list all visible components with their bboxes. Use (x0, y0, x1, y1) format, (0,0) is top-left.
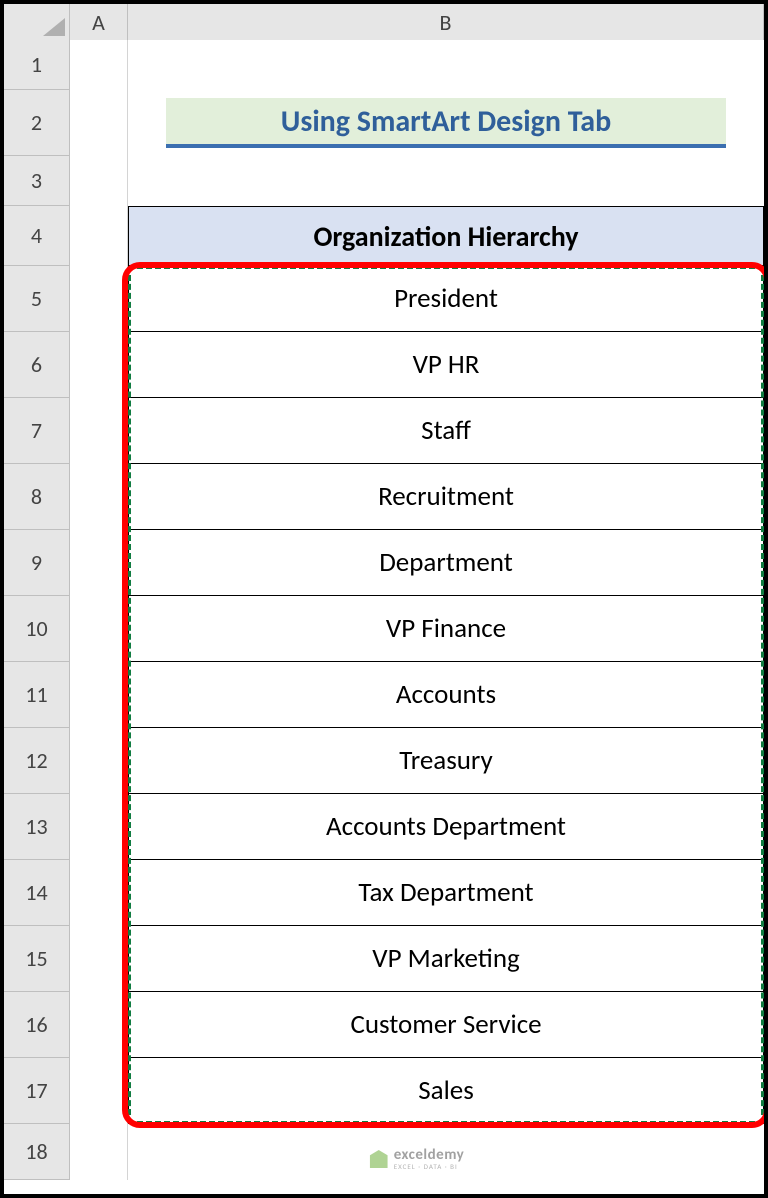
row-header-7[interactable]: 7 (4, 398, 69, 464)
row-header-column: 1 2 3 4 5 6 7 8 9 10 11 12 13 14 15 16 1… (4, 40, 70, 1180)
row-header-18[interactable]: 18 (4, 1124, 69, 1180)
data-cell-vp-finance[interactable]: VP Finance (128, 596, 764, 662)
cells-area: Using SmartArt Design Tab Organization H… (70, 40, 764, 1180)
title-cell[interactable]: Using SmartArt Design Tab (128, 90, 764, 156)
select-all-triangle[interactable] (4, 4, 70, 40)
data-cell-vp-hr[interactable]: VP HR (128, 332, 764, 398)
data-cell-sales[interactable]: Sales (128, 1058, 764, 1124)
data-cell-customer-service[interactable]: Customer Service (128, 992, 764, 1058)
data-cell-department[interactable]: Department (128, 530, 764, 596)
row-header-2[interactable]: 2 (4, 90, 69, 156)
data-cell-staff[interactable]: Staff (128, 398, 764, 464)
row-header-17[interactable]: 17 (4, 1058, 69, 1124)
data-cell-vp-marketing[interactable]: VP Marketing (128, 926, 764, 992)
row-header-1[interactable]: 1 (4, 40, 69, 90)
row-header-11[interactable]: 11 (4, 662, 69, 728)
watermark-icon (370, 1150, 388, 1168)
column-header-A[interactable]: A (70, 4, 128, 40)
data-cell-tax-department[interactable]: Tax Department (128, 860, 764, 926)
watermark: exceldemy EXCEL · DATA · BI (370, 1148, 465, 1170)
row-header-8[interactable]: 8 (4, 464, 69, 530)
row-header-13[interactable]: 13 (4, 794, 69, 860)
data-cell-president[interactable]: President (128, 266, 764, 332)
column-header-row: A B (4, 4, 764, 40)
table-header-cell[interactable]: Organization Hierarchy (128, 206, 764, 266)
row-header-6[interactable]: 6 (4, 332, 69, 398)
row-header-15[interactable]: 15 (4, 926, 69, 992)
row-header-4[interactable]: 4 (4, 206, 69, 266)
data-cell-recruitment[interactable]: Recruitment (128, 464, 764, 530)
column-A-strip (70, 40, 128, 1180)
data-cell-treasury[interactable]: Treasury (128, 728, 764, 794)
data-cell-accounts-department[interactable]: Accounts Department (128, 794, 764, 860)
row-header-14[interactable]: 14 (4, 860, 69, 926)
row-header-5[interactable]: 5 (4, 266, 69, 332)
row-header-16[interactable]: 16 (4, 992, 69, 1058)
column-header-B[interactable]: B (128, 4, 764, 40)
watermark-text: exceldemy EXCEL · DATA · BI (394, 1148, 465, 1170)
row-header-9[interactable]: 9 (4, 530, 69, 596)
title-text: Using SmartArt Design Tab (166, 98, 726, 148)
watermark-main: exceldemy (394, 1148, 465, 1163)
row-header-12[interactable]: 12 (4, 728, 69, 794)
row-header-10[interactable]: 10 (4, 596, 69, 662)
grid-body: 1 2 3 4 5 6 7 8 9 10 11 12 13 14 15 16 1… (4, 40, 764, 1180)
spreadsheet: A B 1 2 3 4 5 6 7 8 9 10 11 12 13 14 15 … (4, 4, 764, 1194)
watermark-sub: EXCEL · DATA · BI (394, 1163, 465, 1170)
row-header-3[interactable]: 3 (4, 156, 69, 206)
data-cell-accounts[interactable]: Accounts (128, 662, 764, 728)
